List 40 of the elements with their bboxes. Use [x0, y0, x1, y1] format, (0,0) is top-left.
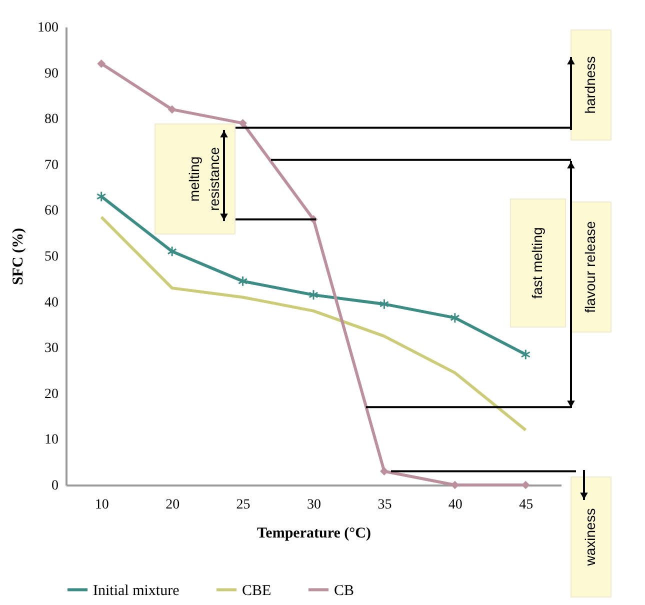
y-tick-label: 60 — [44, 204, 58, 219]
y-axis-title: SFC (%) — [10, 228, 26, 286]
x-tick-label: 30 — [307, 498, 321, 512]
y-tick-label: 40 — [44, 295, 58, 310]
point — [238, 276, 248, 287]
y-tick-label: 70 — [44, 158, 58, 173]
y-tick-label: 20 — [44, 386, 58, 402]
y-tick-label: 50 — [44, 250, 58, 264]
legend-label: Initial mixture — [93, 582, 180, 599]
point — [379, 298, 390, 310]
point — [96, 190, 106, 202]
y-tick-label: 0 — [52, 478, 58, 494]
x-axis-title: Temperature (°C) — [257, 526, 371, 542]
x-tick-label: 25 — [236, 498, 250, 512]
point — [308, 289, 318, 300]
x-tick-label: 20 — [166, 498, 180, 512]
legend-label: CBE — [242, 582, 272, 599]
x-tick-label: 10 — [94, 498, 109, 512]
text: hardness — [582, 56, 598, 114]
text: waxiness — [582, 508, 598, 567]
point — [238, 118, 247, 128]
x-tick-label: 35 — [378, 498, 392, 512]
y-tick-label: 10 — [44, 432, 58, 448]
legend-label: CB — [334, 582, 354, 599]
point — [168, 105, 176, 114]
point — [380, 467, 388, 476]
annotation: fast melting — [529, 227, 545, 299]
point — [97, 59, 106, 68]
text: flavour release — [582, 220, 598, 313]
point — [520, 348, 531, 360]
point — [450, 312, 460, 324]
y-tick-label: 90 — [44, 66, 58, 82]
x-tick-label: 40 — [448, 498, 462, 512]
y-tick-label: 30 — [44, 341, 58, 356]
line-series — [100, 216, 528, 432]
y-tick-label: 80 — [44, 112, 58, 128]
y-tick-label: 100 — [38, 20, 58, 36]
annotation: melting resistance — [186, 146, 222, 211]
point — [167, 246, 177, 257]
x-tick-label: 45 — [519, 498, 534, 512]
